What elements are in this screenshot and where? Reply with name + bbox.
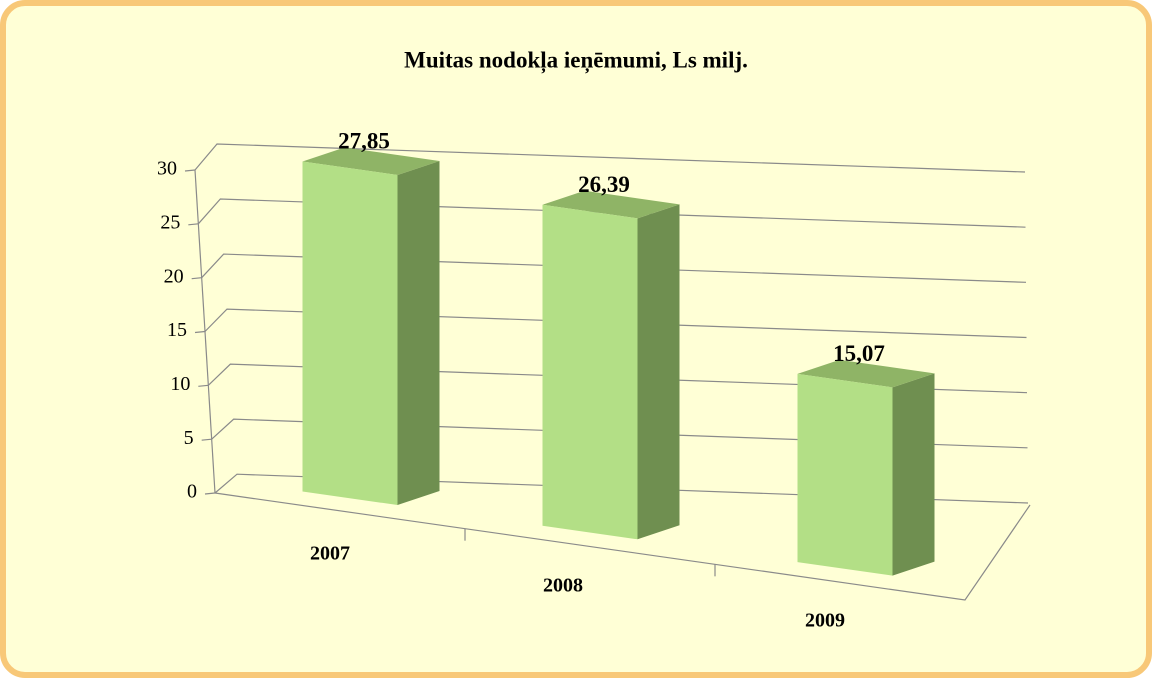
- bar-side: [637, 204, 680, 540]
- y-tick-mark: [184, 169, 196, 172]
- grid-line: [211, 418, 1028, 449]
- x-tick-label: 2008: [543, 575, 583, 597]
- bar: [542, 204, 638, 540]
- y-tick-label: 0: [187, 481, 197, 503]
- bar-top: [797, 359, 935, 388]
- y-tick-label: 25: [160, 211, 180, 233]
- bar: [302, 161, 398, 506]
- y-tick-mark: [191, 277, 202, 280]
- y-tick-label: 30: [157, 158, 177, 180]
- y-tick-mark: [198, 384, 209, 387]
- y-tick-label: 15: [167, 319, 187, 341]
- grid-line: [201, 253, 1027, 283]
- bar-top: [302, 147, 440, 176]
- y-tick-label: 20: [164, 265, 184, 287]
- y-tick-mark: [201, 438, 212, 441]
- grid-line: [207, 363, 1028, 394]
- grid-line: [204, 308, 1027, 339]
- x-tick-label: 2007: [310, 543, 350, 565]
- y-tick-label: 5: [184, 427, 194, 449]
- y-tick-mark: [188, 223, 199, 226]
- y-tick-mark: [194, 330, 206, 334]
- x-tick-label: 2009: [805, 610, 845, 632]
- bar-top: [542, 190, 680, 219]
- grid-line: [197, 198, 1026, 228]
- value-label: 26,39: [578, 172, 630, 197]
- chart-title: Muitas nodokļa ieņēmumi, Ls milj.: [404, 47, 748, 74]
- bar-side: [397, 161, 440, 506]
- y-tick-label: 10: [170, 373, 190, 395]
- y-axis: [194, 169, 216, 494]
- bar-side: [892, 373, 935, 576]
- bar: [797, 373, 893, 576]
- value-label: 27,85: [338, 129, 390, 154]
- y-tick-mark: [204, 492, 216, 495]
- value-label: 15,07: [833, 341, 885, 366]
- grid-line: [214, 473, 1029, 504]
- grid-line: [194, 143, 1026, 173]
